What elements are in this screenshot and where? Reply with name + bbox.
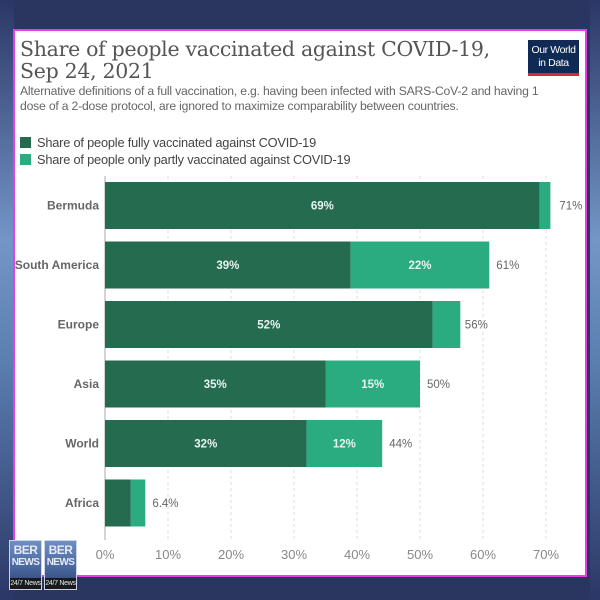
total-value-label: 61% xyxy=(496,260,519,272)
x-tick-label: 40% xyxy=(344,547,370,562)
legend-item-partly[interactable]: Share of people only partly vaccinated a… xyxy=(20,151,351,168)
x-tick-label: 20% xyxy=(218,547,244,562)
category-label: Asia xyxy=(74,377,100,391)
legend-item-fully[interactable]: Share of people fully vaccinated against… xyxy=(20,134,350,151)
bar-partly-vaccinated xyxy=(539,182,551,229)
watermark-mid: NEWS xyxy=(11,557,40,568)
category-label: Africa xyxy=(65,496,99,510)
chart-title: Share of people vaccinated against COVID… xyxy=(20,37,490,83)
category-label: Europe xyxy=(58,318,100,332)
category-label: Bermuda xyxy=(47,199,99,213)
bar-partly-vaccinated xyxy=(432,301,461,348)
legend: Share of people fully vaccinated against… xyxy=(20,134,351,168)
bar-value-label: 69% xyxy=(311,201,334,213)
total-value-label: 56% xyxy=(465,320,488,332)
bar-value-label: 32% xyxy=(194,439,217,451)
bar-value-label: 52% xyxy=(257,320,280,332)
category-label: South America xyxy=(15,258,100,272)
legend-swatch-fully xyxy=(20,137,31,148)
watermark-top: BER xyxy=(48,543,73,557)
frame-edge-left xyxy=(0,0,14,600)
chart-subtitle: Alternative definitions of a full vaccin… xyxy=(20,84,539,113)
logo-line-1: Our World xyxy=(531,44,576,56)
watermark-bottom: 24/7 News xyxy=(45,578,76,589)
bar-fully-vaccinated xyxy=(105,182,540,229)
bar-value-label: 39% xyxy=(216,260,239,272)
legend-label-partly: Share of people only partly vaccinated a… xyxy=(37,152,351,167)
bar-value-label: 35% xyxy=(204,379,227,391)
legend-label-fully: Share of people fully vaccinated against… xyxy=(37,135,317,150)
total-value-label: 6.4% xyxy=(152,498,178,510)
bar-fully-vaccinated xyxy=(105,360,326,408)
bar-partly-vaccinated xyxy=(325,360,420,408)
total-value-label: 44% xyxy=(389,439,412,451)
x-tick-label: 30% xyxy=(281,547,307,562)
bar-fully-vaccinated xyxy=(105,479,131,527)
bar-partly-vaccinated xyxy=(306,420,383,467)
total-value-label: 50% xyxy=(427,379,450,391)
x-tick-label: 70% xyxy=(533,547,559,562)
x-tick-label: 60% xyxy=(470,547,496,562)
watermark-mid: NEWS xyxy=(46,557,75,568)
owid-logo[interactable]: Our World in Data xyxy=(528,40,579,76)
bar-partly-vaccinated xyxy=(350,241,490,289)
legend-swatch-partly xyxy=(20,154,31,165)
logo-line-2: in Data xyxy=(538,57,569,69)
bar-value-label: 12% xyxy=(333,439,356,451)
bernews-watermark: BER NEWS 24/7 News BER NEWS 24/7 News xyxy=(9,540,79,590)
x-tick-label: 0% xyxy=(96,547,115,562)
x-tick-label: 10% xyxy=(155,547,181,562)
bar-value-label: 15% xyxy=(361,379,384,391)
watermark-panel: BER NEWS 24/7 News xyxy=(9,540,42,590)
x-tick-label: 50% xyxy=(407,547,433,562)
bar-value-label: 22% xyxy=(408,260,431,272)
bar-fully-vaccinated xyxy=(105,241,351,289)
watermark-panel: BER NEWS 24/7 News xyxy=(44,540,77,590)
total-value-label: 71% xyxy=(559,201,582,213)
frame-edge-right xyxy=(590,0,600,600)
bar-partly-vaccinated xyxy=(130,479,146,527)
category-label: World xyxy=(65,437,99,451)
watermark-top: BER xyxy=(13,543,38,557)
bar-fully-vaccinated xyxy=(105,301,433,348)
bar-fully-vaccinated xyxy=(105,420,307,467)
watermark-bottom: 24/7 News xyxy=(10,578,41,589)
